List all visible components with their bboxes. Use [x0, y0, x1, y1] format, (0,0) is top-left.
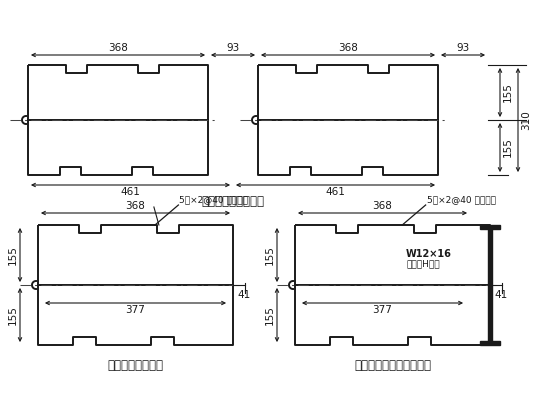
Text: W12×16: W12×16	[406, 249, 452, 259]
Text: 155: 155	[8, 245, 18, 265]
Text: 5宽×2@40 深加劲肋: 5宽×2@40 深加劲肋	[426, 195, 495, 204]
Text: 310: 310	[521, 110, 531, 130]
Bar	[480, 341, 500, 345]
Text: 461: 461	[121, 187, 141, 197]
Text: 155: 155	[503, 138, 513, 158]
Text: 368: 368	[108, 43, 128, 53]
Bar	[480, 225, 500, 229]
Text: 368: 368	[373, 201, 393, 211]
Text: 155: 155	[265, 245, 275, 265]
Text: 155: 155	[265, 305, 275, 325]
Text: 加强型压型钢板横截面图: 加强型压型钢板横截面图	[354, 359, 431, 372]
Text: 155: 155	[8, 305, 18, 325]
Text: 368: 368	[126, 201, 146, 211]
Text: 41: 41	[237, 290, 250, 300]
Text: 宽翼缘H型钢: 宽翼缘H型钢	[406, 260, 440, 269]
Text: 155: 155	[503, 83, 513, 102]
Text: 41: 41	[494, 290, 507, 300]
Text: 5宽×2@40 深加劲肋: 5宽×2@40 深加劲肋	[180, 195, 249, 204]
Text: 压型钢板拼装示意图: 压型钢板拼装示意图	[201, 195, 265, 208]
Text: 压型钢板横截面图: 压型钢板横截面图	[107, 359, 163, 372]
Text: 93: 93	[226, 43, 240, 53]
Text: 377: 377	[126, 305, 146, 315]
Text: 368: 368	[338, 43, 358, 53]
Text: 461: 461	[326, 187, 345, 197]
Bar	[488, 229, 492, 341]
Text: 93: 93	[456, 43, 470, 53]
Text: 377: 377	[373, 305, 393, 315]
